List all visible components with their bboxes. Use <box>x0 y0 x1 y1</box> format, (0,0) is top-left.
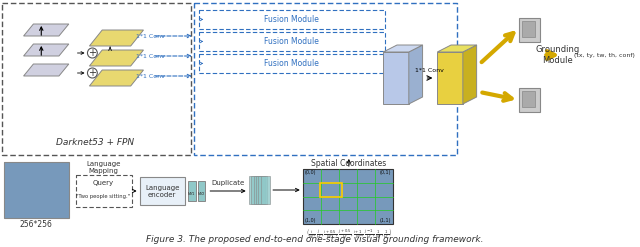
Text: 1*1 Conv: 1*1 Conv <box>415 67 444 73</box>
Bar <box>198 32 385 51</box>
Bar <box>76 175 132 207</box>
Text: 1*1 Conv: 1*1 Conv <box>136 54 164 59</box>
Bar <box>437 52 463 104</box>
Text: Duplicate: Duplicate <box>211 180 244 186</box>
Bar <box>261 176 269 204</box>
Text: 1*1 Conv: 1*1 Conv <box>136 34 164 39</box>
Text: Query: Query <box>93 180 114 186</box>
Text: (1,1): (1,1) <box>380 218 391 223</box>
Bar <box>251 176 260 204</box>
Bar <box>522 21 534 37</box>
Polygon shape <box>90 30 143 46</box>
Polygon shape <box>463 45 477 104</box>
Bar <box>2 3 191 155</box>
Bar <box>253 176 262 204</box>
Bar <box>303 169 393 204</box>
Text: Fusion Module: Fusion Module <box>264 15 319 24</box>
Bar <box>519 18 541 42</box>
Text: Grounding
Module: Grounding Module <box>535 45 579 65</box>
Text: $w_1$: $w_1$ <box>188 190 196 198</box>
Circle shape <box>88 68 97 78</box>
Bar <box>259 176 268 204</box>
Bar <box>188 181 196 201</box>
Polygon shape <box>90 50 143 66</box>
Text: +: + <box>88 48 97 58</box>
Bar <box>522 91 534 107</box>
Text: (0,1): (0,1) <box>380 170 391 175</box>
Text: +: + <box>88 68 97 78</box>
Bar <box>193 3 457 155</box>
Bar <box>4 162 68 192</box>
Bar <box>198 10 385 29</box>
Polygon shape <box>383 45 422 52</box>
Text: 256*256: 256*256 <box>20 220 52 228</box>
Bar <box>4 185 68 218</box>
Bar <box>256 176 265 204</box>
Polygon shape <box>24 24 68 36</box>
Polygon shape <box>437 45 477 52</box>
Bar <box>140 177 185 205</box>
Text: Language
encoder: Language encoder <box>145 185 179 198</box>
Text: $\left(\frac{i}{W'},\frac{j}{H'},\frac{i+0.5}{W'},\frac{j+0.5}{H'},\frac{i+1}{W': $\left(\frac{i}{W'},\frac{j}{H'},\frac{i… <box>306 226 392 240</box>
Bar <box>519 88 541 112</box>
Polygon shape <box>90 70 143 86</box>
Text: Fusion Module: Fusion Module <box>264 59 319 68</box>
Text: (0,0): (0,0) <box>305 170 316 175</box>
Bar <box>4 162 68 218</box>
Text: (tx, ty, tw, th, conf): (tx, ty, tw, th, conf) <box>574 53 635 58</box>
Bar <box>198 181 205 201</box>
Text: Fusion Module: Fusion Module <box>264 37 319 46</box>
Circle shape <box>88 48 97 58</box>
Text: Spatial Coordinates: Spatial Coordinates <box>311 159 387 167</box>
Polygon shape <box>409 45 422 104</box>
Text: Figure 3. The proposed end-to-end one-stage visual grounding framework.: Figure 3. The proposed end-to-end one-st… <box>146 235 483 244</box>
Polygon shape <box>24 64 68 76</box>
Text: Darknet53 + FPN: Darknet53 + FPN <box>56 138 134 147</box>
Bar <box>198 54 385 73</box>
Bar <box>383 52 409 104</box>
Bar <box>248 176 257 204</box>
Bar <box>303 204 393 224</box>
Bar <box>303 169 393 224</box>
Text: Language
Mapping: Language Mapping <box>86 161 120 173</box>
Text: (1,0): (1,0) <box>305 218 316 223</box>
Text: 1*1 Conv: 1*1 Conv <box>136 74 164 79</box>
Text: "Two people sitting.": "Two people sitting." <box>76 193 130 199</box>
Polygon shape <box>24 44 68 56</box>
Bar <box>321 183 342 197</box>
Text: $w_2$: $w_2$ <box>197 190 205 198</box>
